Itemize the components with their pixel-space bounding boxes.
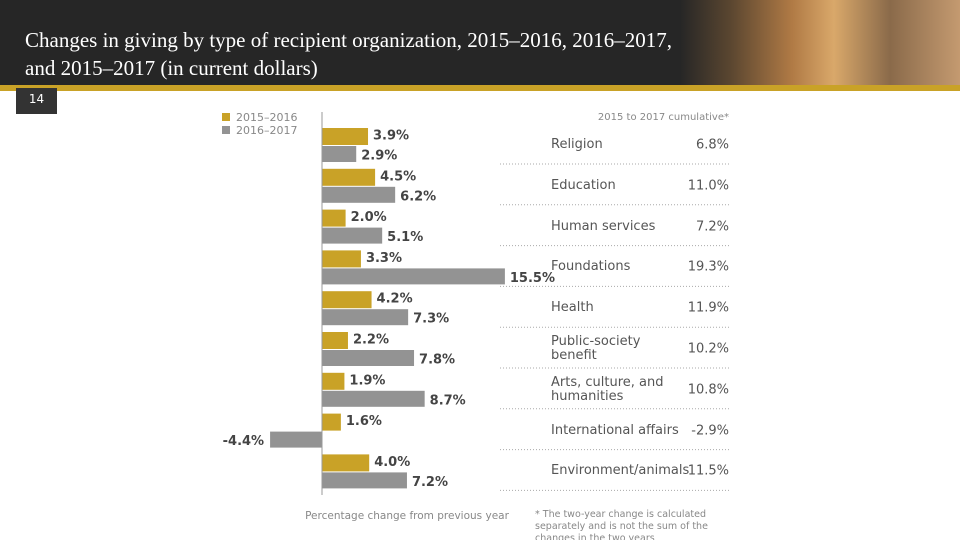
data-label: 1.6% — [346, 414, 382, 429]
cumulative-value: -2.9% — [691, 423, 729, 439]
category-label: Foundations — [551, 259, 631, 275]
category-label: Health — [551, 300, 594, 316]
cumulative-value: 11.5% — [687, 463, 729, 479]
data-label: 2.2% — [353, 333, 389, 348]
data-label: 3.3% — [366, 251, 402, 266]
bar — [322, 128, 369, 145]
data-label: 6.2% — [400, 189, 436, 204]
bar — [322, 168, 376, 186]
legend-swatch — [222, 113, 230, 121]
cumulative-value: 10.2% — [687, 341, 729, 357]
legend-label: 2015–2016 — [236, 111, 298, 124]
bar — [322, 209, 346, 227]
cumulative-header: 2015 to 2017 cumulative* — [598, 112, 729, 123]
cumulative-value: 7.2% — [695, 219, 729, 235]
category-label: Public-society benefit — [551, 334, 641, 363]
data-label: 2.0% — [351, 210, 387, 225]
bar — [322, 250, 361, 268]
cumulative-value: 10.8% — [687, 382, 729, 398]
bar — [322, 390, 425, 407]
data-label: 8.7% — [430, 393, 466, 408]
bar — [322, 227, 383, 244]
data-label: 3.9% — [373, 129, 409, 144]
legend-swatch — [222, 126, 230, 134]
data-label: 4.0% — [374, 455, 410, 470]
data-label: 7.8% — [419, 353, 455, 368]
data-label: 1.9% — [349, 373, 385, 388]
header-photo — [680, 0, 960, 85]
cumulative-value: 19.3% — [687, 259, 729, 275]
bar — [322, 146, 357, 162]
cumulative-value: 6.8% — [695, 137, 729, 153]
data-label: 7.3% — [413, 312, 449, 327]
bar — [322, 268, 505, 285]
bar — [322, 350, 415, 366]
data-label: 7.2% — [412, 475, 448, 490]
slide-title: Changes in giving by type of recipient o… — [25, 28, 673, 80]
bar — [322, 472, 407, 489]
data-label: 5.1% — [387, 230, 423, 245]
category-label: Arts, culture, and humanities — [551, 374, 664, 404]
bar — [270, 431, 322, 448]
data-label: 2.9% — [361, 149, 397, 164]
cumulative-value: 11.9% — [687, 300, 729, 316]
category-label: Human services — [551, 218, 656, 234]
legend-label: 2016–2017 — [236, 124, 298, 137]
bar — [322, 309, 409, 326]
category-label: Environment/animals — [551, 463, 690, 479]
bar — [322, 186, 396, 203]
footnote: * The two-year change is calculated sepa… — [535, 509, 708, 540]
data-label: 4.2% — [377, 292, 413, 307]
cumulative-value: 11.0% — [687, 178, 729, 194]
bar — [322, 332, 348, 349]
slide-number: 14 — [16, 88, 57, 114]
data-label: 15.5% — [510, 271, 555, 286]
bar — [322, 454, 370, 472]
accent-strip — [0, 85, 960, 91]
category-label: Education — [551, 177, 616, 193]
category-label: International affairs — [551, 422, 679, 438]
category-label: Religion — [551, 137, 603, 152]
bar — [322, 413, 341, 431]
bar — [322, 372, 345, 390]
data-label: 4.5% — [380, 169, 416, 184]
data-label: -4.4% — [223, 434, 264, 449]
bar — [322, 291, 372, 309]
x-axis-label: Percentage change from previous year — [305, 510, 509, 522]
